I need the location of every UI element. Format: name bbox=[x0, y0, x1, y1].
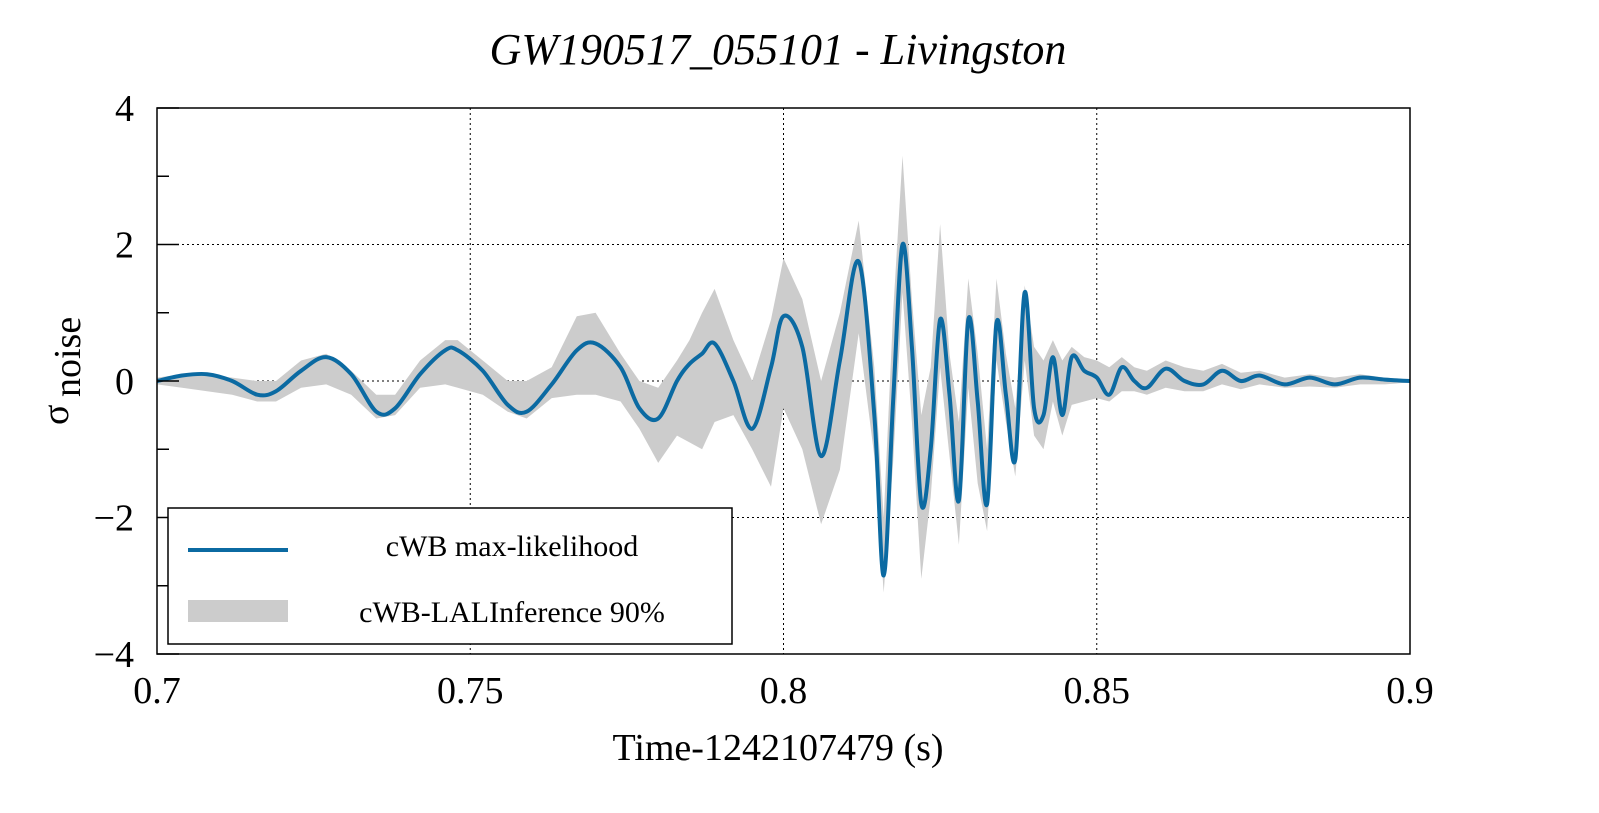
y-tick-label: 0 bbox=[115, 361, 134, 403]
chart-title: GW190517_055101 - Livingston bbox=[490, 25, 1067, 74]
x-tick-label: 0.9 bbox=[1386, 670, 1434, 712]
legend: cWB max-likelihood cWB-LALInference 90% bbox=[167, 507, 733, 645]
x-tick-labels: 0.7 0.75 0.8 0.85 0.9 bbox=[133, 670, 1434, 712]
x-tick-label: 0.7 bbox=[133, 670, 181, 712]
legend-label-band: cWB-LALInference 90% bbox=[359, 596, 665, 629]
y-axis-label-sigma: σ bbox=[35, 405, 77, 425]
y-axis-label-subscript: noise bbox=[47, 317, 89, 397]
legend-band-swatch bbox=[188, 600, 288, 622]
max-likelihood-line bbox=[156, 241, 1411, 578]
y-tick-label: −2 bbox=[94, 498, 134, 540]
legend-label-maxlikelihood: cWB max-likelihood bbox=[386, 530, 638, 563]
plot-frame bbox=[156, 107, 1411, 655]
confidence-band bbox=[157, 155, 1410, 593]
y-tick-label: 4 bbox=[115, 88, 134, 130]
line-layer bbox=[156, 241, 1411, 578]
y-tick-label: −4 bbox=[94, 634, 134, 676]
band-layer bbox=[157, 155, 1410, 593]
x-axis-label: Time-1242107479 (s) bbox=[612, 727, 943, 769]
y-axis-label: σ noise bbox=[35, 317, 89, 425]
y-tick-labels: −4 −2 0 2 4 bbox=[94, 88, 134, 676]
x-tick-label: 0.75 bbox=[437, 670, 504, 712]
x-tick-label: 0.85 bbox=[1064, 670, 1131, 712]
y-tick-label: 2 bbox=[115, 225, 134, 267]
x-tick-label: 0.8 bbox=[760, 670, 808, 712]
